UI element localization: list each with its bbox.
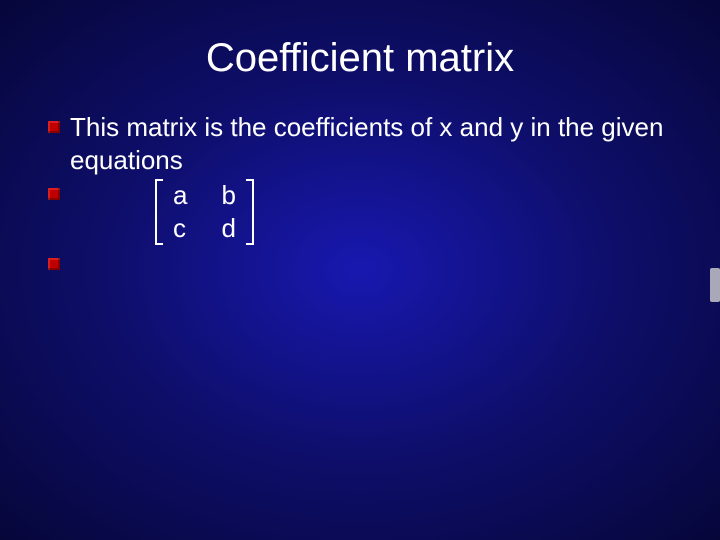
vertical-scrollbar-thumb[interactable] — [710, 268, 720, 302]
matrix: a b c d — [155, 178, 254, 246]
matrix-cell-1-0: c — [173, 213, 187, 244]
bullet-icon — [48, 121, 60, 133]
bullet-row-2 — [48, 218, 672, 270]
bullet-icon — [48, 258, 60, 270]
bullet-text-0: This matrix is the coefficients of x and… — [70, 111, 672, 176]
matrix-cell-0-1: b — [221, 180, 235, 211]
bullet-row-0: This matrix is the coefficients of x and… — [48, 111, 672, 176]
matrix-left-bracket — [155, 179, 163, 245]
bullet-icon — [48, 188, 60, 200]
matrix-cell-0-0: a — [173, 180, 187, 211]
slide-content: This matrix is the coefficients of x and… — [0, 111, 720, 270]
matrix-cell-1-1: d — [221, 213, 235, 244]
slide-title: Coefficient matrix — [0, 36, 720, 81]
slide: Coefficient matrix This matrix is the co… — [0, 0, 720, 540]
matrix-grid: a b c d — [163, 178, 246, 246]
matrix-right-bracket — [246, 179, 254, 245]
